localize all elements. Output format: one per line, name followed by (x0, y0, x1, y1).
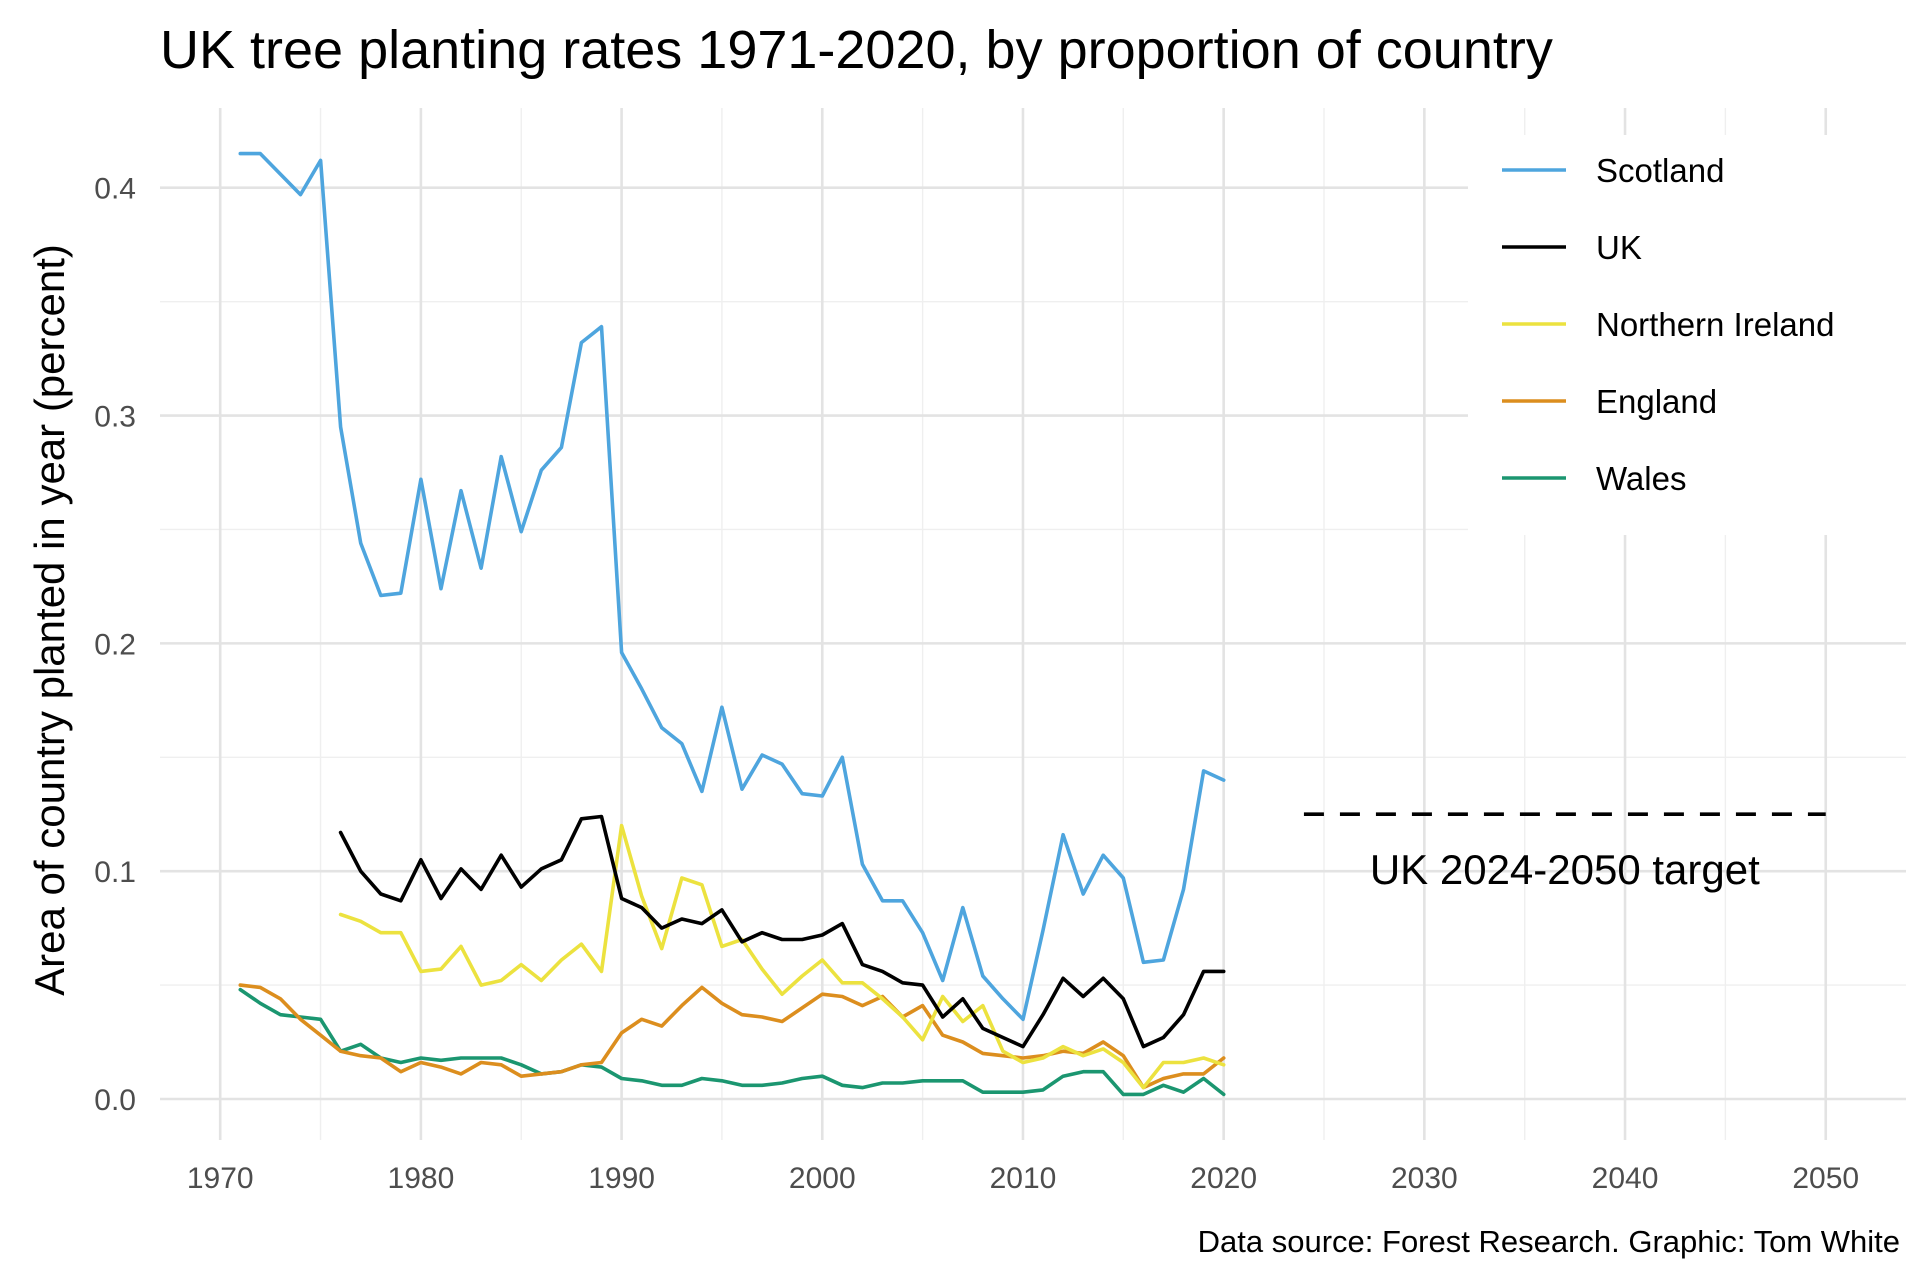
legend-label-northern-ireland: Northern Ireland (1596, 306, 1834, 343)
axis-ticks: 1970 1980 1990 2000 2010 2020 2030 2040 2050 0.0 0… (94, 173, 1859, 1195)
series-line-uk (338, 814, 1226, 1049)
x-tick-label: 1970 (187, 1162, 254, 1195)
x-tick-label: 2030 (1391, 1162, 1458, 1195)
y-axis-label: Area of country planted in year (percent… (26, 244, 73, 996)
series-line-wales (238, 987, 1226, 1097)
y-tick-label: 0.2 (94, 628, 136, 661)
series-line-northern-ireland (338, 823, 1226, 1090)
y-tick-label: 0.0 (94, 1084, 136, 1117)
x-tick-label: 2000 (789, 1162, 856, 1195)
x-tick-label: 1980 (388, 1162, 455, 1195)
legend: Scotland UK Northern Ireland England Wales (1502, 152, 1834, 497)
chart-caption: Data source: Forest Research. Graphic: T… (1198, 1224, 1900, 1259)
x-tick-label: 2050 (1792, 1162, 1859, 1195)
legend-background (1468, 135, 1920, 535)
chart-title: UK tree planting rates 1971-2020, by pro… (160, 20, 1553, 80)
x-tick-label: 2010 (990, 1162, 1057, 1195)
y-tick-label: 0.3 (94, 401, 136, 434)
series-line-england (238, 983, 1226, 1090)
legend-label-uk: UK (1596, 229, 1642, 266)
x-tick-label: 2040 (1592, 1162, 1659, 1195)
series-line-scotland (238, 151, 1226, 1022)
legend-label-wales: Wales (1596, 460, 1686, 497)
y-tick-label: 0.4 (94, 173, 136, 206)
legend-label-england: England (1596, 383, 1717, 420)
legend-label-scotland: Scotland (1596, 152, 1724, 189)
x-tick-label: 2020 (1190, 1162, 1257, 1195)
series-lines (238, 151, 1226, 1097)
y-tick-label: 0.1 (94, 856, 136, 889)
x-tick-label: 1990 (588, 1162, 655, 1195)
target-annotation: UK 2024-2050 target (1370, 846, 1760, 893)
